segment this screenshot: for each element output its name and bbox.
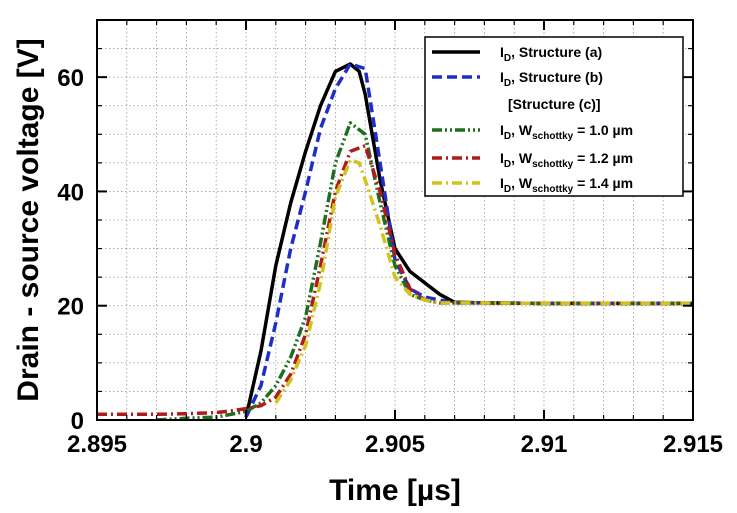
x-tick-label: 2.895 xyxy=(67,431,127,458)
legend-box xyxy=(424,36,684,197)
x-tick-label: 2.9 xyxy=(229,431,262,458)
y-tick-label: 60 xyxy=(57,65,84,92)
legend-label-3: ID, Wschottky = 1.0 µm xyxy=(500,122,633,142)
legend-label-5: ID, Wschottky = 1.4 µm xyxy=(500,175,633,195)
y-axis-label: Drain - source voltage [V] xyxy=(12,38,45,401)
y-tick-label: 0 xyxy=(71,408,84,435)
x-tick-label: 2.91 xyxy=(521,431,568,458)
x-tick-label: 2.915 xyxy=(663,431,723,458)
x-tick-label: 2.905 xyxy=(365,431,425,458)
series-lines xyxy=(97,62,693,420)
tick-labels: 2.895 2.9 2.905 2.91 2.915 0 20 40 60 xyxy=(57,65,723,458)
legend-group-header: [Structure (c)] xyxy=(508,96,601,112)
legend-label-1: ID, Structure (a) xyxy=(500,44,602,64)
x-axis-label: Time [µs] xyxy=(329,474,461,507)
y-tick-label: 20 xyxy=(57,294,84,321)
legend: ID, Structure (a) ID, Structure (b) [Struc… xyxy=(424,36,684,197)
axis-ticks xyxy=(96,19,694,421)
legend-label-2: ID, Structure (b) xyxy=(500,69,603,89)
legend-label-4: ID, Wschottky = 1.2 µm xyxy=(500,150,633,170)
series-line-5 xyxy=(274,158,693,404)
y-tick-label: 40 xyxy=(57,179,84,206)
